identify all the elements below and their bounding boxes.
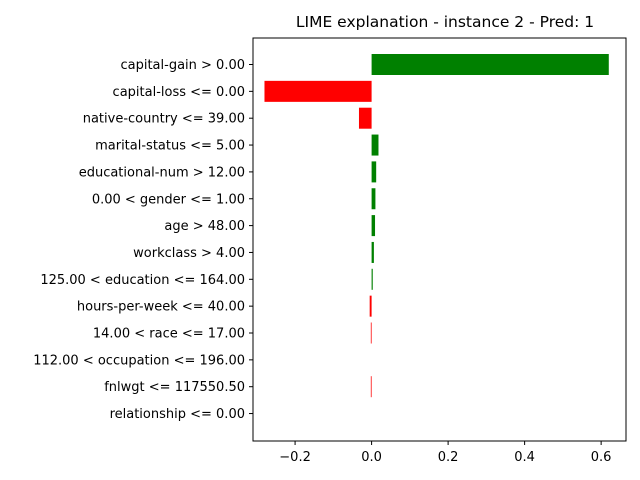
bar (371, 241, 374, 263)
bar (369, 295, 372, 317)
y-tick-label: capital-loss <= 0.00 (113, 85, 245, 100)
y-tick-label: age > 48.00 (164, 219, 245, 234)
y-tick-label: marital-status <= 5.00 (95, 139, 245, 154)
bar (371, 54, 609, 75)
y-tick-labels-group: capital-gain > 0.00 capital-loss <= 0.00 n… (33, 58, 253, 422)
bar (371, 268, 373, 290)
bar (370, 376, 372, 398)
x-tick-label: 0.0 (361, 450, 382, 465)
bar (371, 134, 379, 156)
y-tick-label: hours-per-week <= 40.00 (77, 300, 245, 315)
bar (371, 215, 376, 237)
x-tick-label: 0.6 (591, 450, 612, 465)
y-tick-label: 0.00 < gender <= 1.00 (92, 192, 245, 207)
chart-title: LIME explanation - instance 2 - Pred: 1 (296, 13, 594, 31)
x-ticks-group: −0.2 0.0 0.2 0.4 0.6 (279, 441, 611, 465)
plot-frame (252, 37, 627, 442)
bar (264, 80, 372, 102)
y-tick-label: workclass > 4.00 (133, 246, 245, 261)
bar (358, 107, 372, 129)
x-tick-label: 0.4 (514, 450, 535, 465)
y-tick-label: relationship <= 0.00 (110, 407, 245, 422)
y-tick-label: 125.00 < education <= 164.00 (40, 273, 245, 288)
y-tick-label: native-country <= 39.00 (83, 112, 245, 127)
x-tick-label: −0.2 (279, 450, 311, 465)
x-tick-label: 0.2 (438, 450, 459, 465)
y-tick-label: 112.00 < occupation <= 196.00 (33, 353, 245, 368)
bar (371, 188, 376, 210)
bar (370, 322, 372, 344)
y-tick-label: 14.00 < race <= 17.00 (93, 327, 245, 342)
y-tick-label: fnlwgt <= 117550.50 (104, 380, 245, 395)
bar (371, 161, 377, 183)
y-tick-label: educational-num > 12.00 (79, 165, 245, 180)
bars-group (264, 54, 609, 398)
y-tick-label: capital-gain > 0.00 (120, 58, 245, 73)
